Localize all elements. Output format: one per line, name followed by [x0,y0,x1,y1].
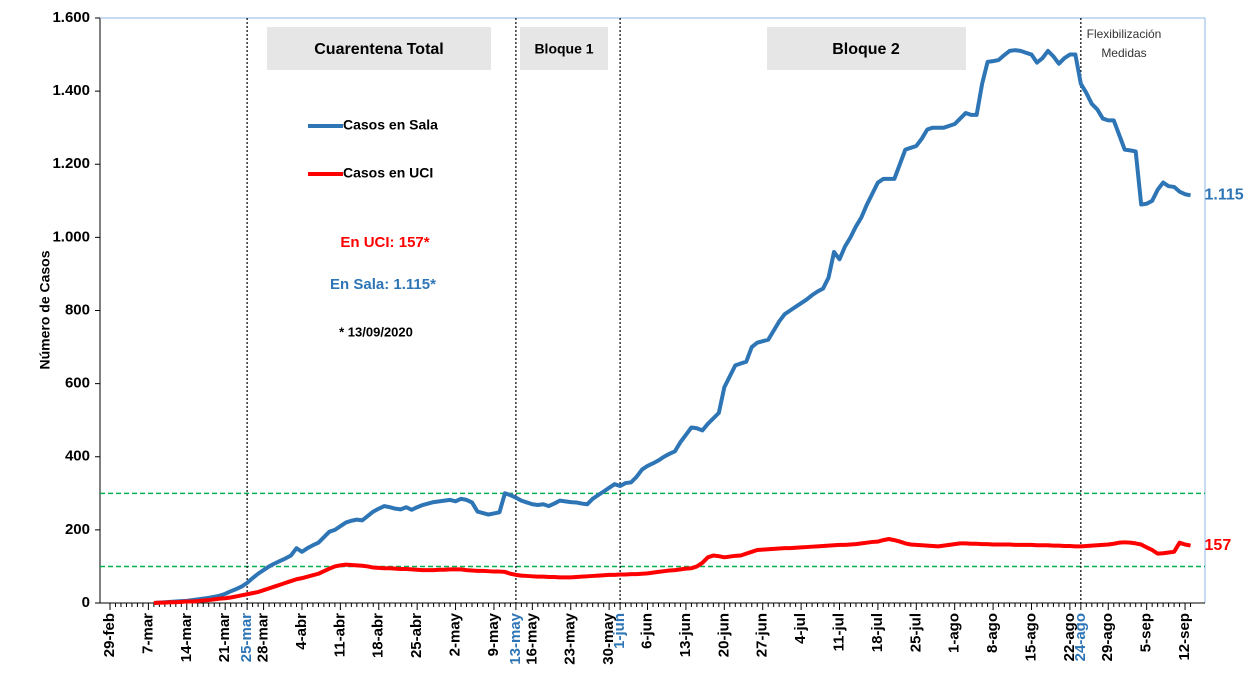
y-tick-label: 1.200 [52,155,90,172]
x-tick-label: 1-ago [946,613,963,653]
period-label: Bloque 1 [534,41,593,57]
y-tick-label: 0 [82,594,90,611]
x-tick-label: 1-jun [611,613,628,649]
x-tick-label: 25-abr [408,613,425,658]
x-tick-label: 14-mar [178,613,195,662]
legend-label: Casos en Sala [343,117,438,133]
x-tick-label: 25-jul [907,613,924,652]
period-label: Bloque 2 [832,41,900,58]
x-tick-label: 11-jul [830,613,847,651]
uci-note: En UCI: 157* [340,234,429,251]
x-tick-label: 2-may [447,612,464,656]
y-tick-label: 1.600 [52,9,90,26]
x-tick-label: 12-sep [1176,613,1193,661]
y-tick-label: 600 [65,375,90,392]
y-tick-label: 1.400 [52,82,90,99]
x-tick-label: 20-jun [715,613,732,657]
x-tick-label: 16-may [523,612,540,664]
end-label: 157 [1205,537,1232,554]
x-tick-label: 15-ago [1022,613,1039,661]
y-axis-label: Número de Casos [37,250,53,369]
x-tick-label: 18-jul [869,613,886,652]
end-label: 1.115 [1205,187,1244,204]
x-tick-label: 4-jul [792,613,809,644]
x-tick-label: 27-jun [754,613,771,657]
x-tick-label: 25-mar [238,613,255,662]
x-tick-label: 28-mar [255,613,272,662]
period-box [267,27,491,70]
series-line [153,537,1191,605]
x-tick-label: 9-may [485,612,502,656]
x-tick-label: 13-jun [677,613,694,657]
y-tick-label: 800 [65,301,90,318]
y-tick-label: 400 [65,448,90,465]
x-tick-label: 21-mar [216,613,233,662]
x-tick-label: 5-sep [1138,613,1155,652]
series-line [153,48,1191,605]
x-tick-label: 24-ago [1072,613,1089,661]
sala-note: En Sala: 1.115* [330,276,436,293]
period-box [767,27,966,70]
x-tick-label: 13-may [507,612,524,664]
period-box [520,27,608,70]
x-tick-label: 11-abr [331,613,348,657]
period-label: Cuarentena Total [314,41,444,58]
x-tick-label: 8-ago [984,613,1001,653]
flex-note: Medidas [1101,46,1146,60]
x-tick-label: 29-ago [1099,613,1116,661]
date-note: * 13/09/2020 [339,324,413,339]
x-tick-label: 18-abr [370,613,387,658]
x-tick-label: 22-ago [1061,613,1078,661]
flex-note: Flexibilización [1087,27,1162,41]
x-tick-label: 6-jun [638,613,655,649]
y-tick-label: 200 [65,521,90,538]
x-tick-label: 7-mar [139,613,156,654]
x-tick-label: 29-feb [101,613,118,657]
y-tick-label: 1.000 [52,228,90,245]
legend-label: Casos en UCI [343,165,433,181]
x-tick-label: 23-may [562,612,579,664]
x-tick-label: 4-abr [293,613,310,650]
x-tick-label: 30-may [600,612,617,664]
